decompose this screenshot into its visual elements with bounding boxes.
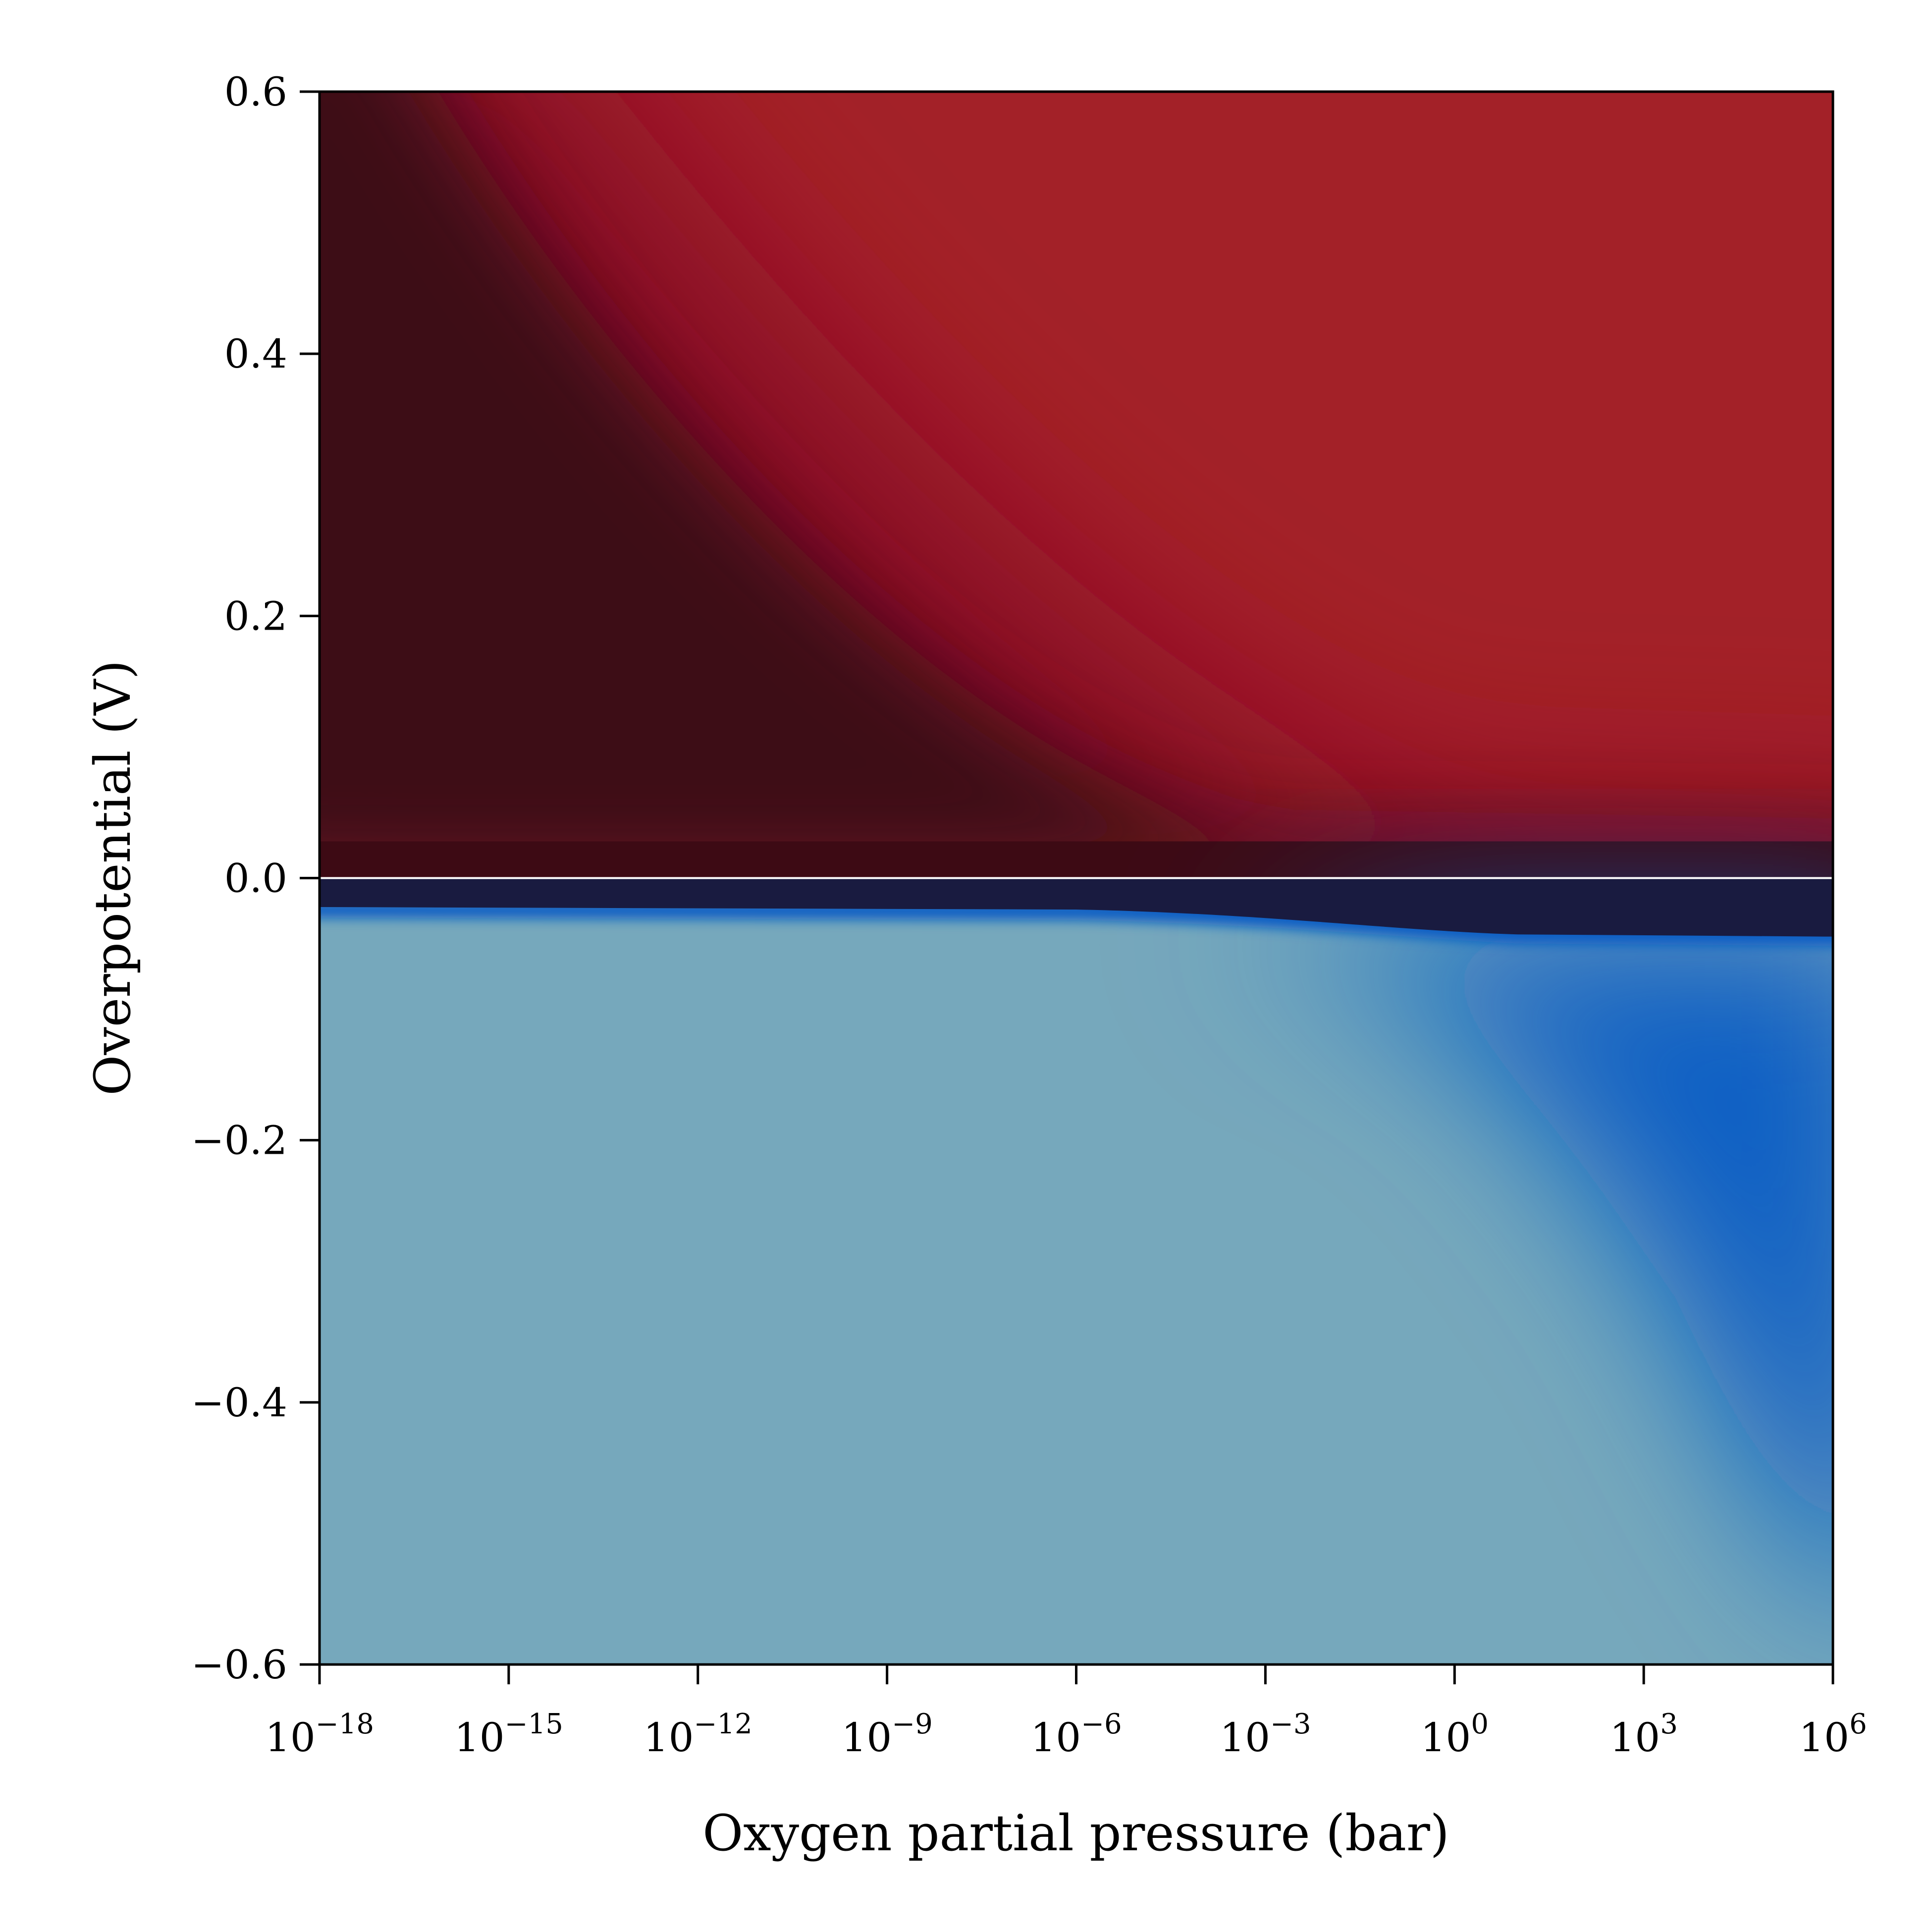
y-tick-label: 0.4 (224, 331, 287, 377)
y-tick-label: −0.2 (191, 1118, 287, 1164)
y-tick-label: 0.2 (224, 593, 287, 639)
x-tick-label: 10−15 (454, 1708, 563, 1761)
x-tick-label: 10−9 (841, 1708, 932, 1761)
y-axis-label: Overpotential (V) (84, 660, 142, 1095)
x-tick-label: 10−6 (1030, 1708, 1122, 1761)
y-tick-label: 0.0 (224, 856, 287, 902)
cathodic-dark-band (320, 878, 1833, 937)
heatmap-field (320, 92, 1833, 1664)
cathodic-bright-region (1202, 930, 1833, 1574)
x-tick-label: 10−3 (1220, 1708, 1311, 1761)
anodic-dark-region (320, 92, 1833, 878)
x-tick-label: 100 (1421, 1708, 1489, 1761)
y-tick-label: −0.6 (191, 1642, 287, 1688)
x-tick-label: 10−18 (265, 1708, 374, 1761)
y-tick-label: −0.4 (191, 1380, 287, 1426)
x-tick-label: 103 (1610, 1708, 1677, 1761)
x-axis: 10−18 10−15 10−12 10−9 10−6 10−3 100 103 106 (265, 1664, 1867, 1761)
x-tick-label: 10−12 (644, 1708, 752, 1761)
x-axis-label: Oxygen partial pressure (bar) (702, 1804, 1449, 1862)
x-tick-label: 106 (1799, 1708, 1867, 1761)
y-axis: 0.6 0.4 0.2 0.0 −0.2 −0.4 −0.6 (191, 69, 320, 1688)
y-tick-label: 0.6 (224, 69, 287, 115)
anodic-near-zero-band (320, 841, 1833, 878)
